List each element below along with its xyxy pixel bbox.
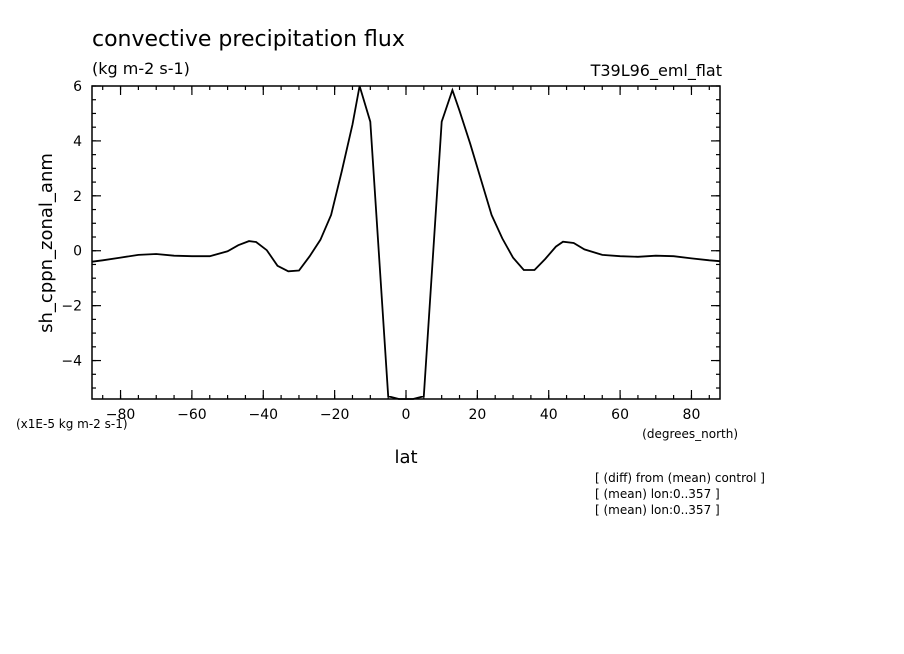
x-tick-label: −40 — [248, 407, 278, 423]
y-scale-note: (x1E-5 kg m-2 s-1) — [16, 417, 128, 431]
annotation-diff: [ (diff) from (mean) control ] — [595, 471, 765, 485]
y-tick-label: 0 — [73, 244, 82, 260]
y-tick-label: 6 — [73, 79, 82, 95]
x-tick-label: −20 — [320, 407, 350, 423]
y-tick-label: −4 — [61, 354, 82, 370]
x-axis-ticks: −80 −60 −40 −20 0 20 40 60 80 — [106, 86, 701, 423]
y-tick-label: 2 — [73, 189, 82, 205]
y-axis-label: sh_cppn_zonal_anm — [36, 153, 57, 333]
x-tick-label: 20 — [468, 407, 486, 423]
chart-subtitle-units: (kg m-2 s-1) — [92, 59, 190, 78]
x-tick-label: 40 — [540, 407, 558, 423]
x-tick-label: 60 — [611, 407, 629, 423]
chart-title: convective precipitation flux — [92, 27, 405, 52]
x-tick-label: 0 — [402, 407, 411, 423]
x-axis-units: (degrees_north) — [642, 427, 738, 441]
annotation-mean-lon-2: [ (mean) lon:0..357 ] — [595, 503, 720, 517]
y-tick-label: 4 — [73, 134, 82, 150]
series-line — [91, 85, 721, 400]
x-tick-label: −60 — [177, 407, 207, 423]
annotation-mean-lon-1: [ (mean) lon:0..357 ] — [595, 487, 720, 501]
x-axis-label: lat — [394, 447, 417, 468]
run-label: T39L96_eml_flat — [590, 61, 722, 81]
y-axis-ticks: −4 −2 0 2 4 6 — [61, 79, 720, 370]
x-tick-label: −80 — [106, 407, 136, 423]
x-tick-label: 80 — [683, 407, 701, 423]
y-tick-label: −2 — [61, 299, 82, 315]
